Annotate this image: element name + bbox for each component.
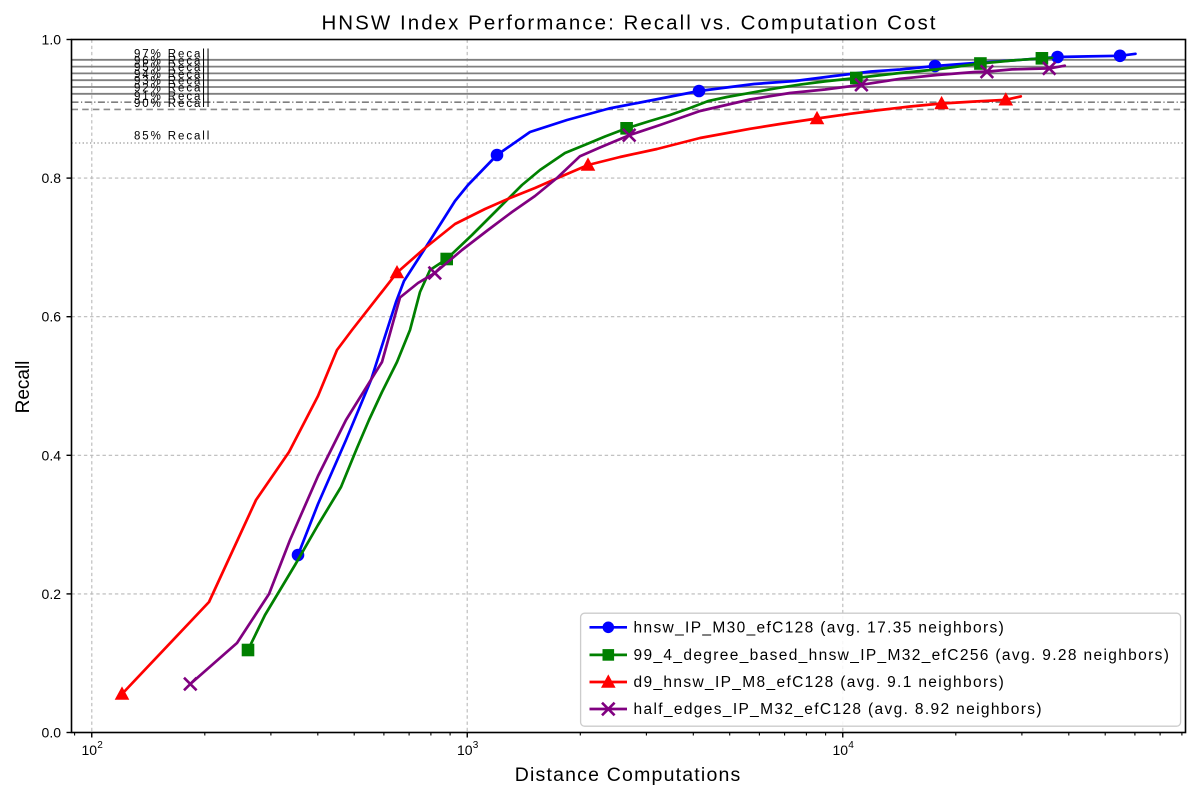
svg-text:2: 2	[97, 740, 103, 751]
svg-text:90% Recall: 90% Recall	[134, 98, 211, 110]
svg-text:Recall: Recall	[13, 361, 34, 414]
svg-text:hnsw_IP_M30_efC128 (avg. 17.35: hnsw_IP_M30_efC128 (avg. 17.35 neighbors…	[634, 620, 1006, 637]
svg-text:91% Recall: 91% Recall	[134, 91, 211, 103]
svg-text:94% Recall: 94% Recall	[134, 69, 211, 81]
svg-text:95% Recall: 95% Recall	[134, 62, 211, 74]
svg-text:0.8: 0.8	[42, 170, 62, 186]
svg-text:97% Recall: 97% Recall	[134, 49, 211, 61]
svg-text:0.0: 0.0	[42, 725, 62, 741]
svg-text:3: 3	[473, 740, 479, 751]
svg-text:half_edges_IP_M32_efC128 (avg.: half_edges_IP_M32_efC128 (avg. 8.92 neig…	[634, 701, 1043, 718]
svg-text:0.4: 0.4	[42, 447, 62, 463]
svg-text:HNSW Index Performance: Recall: HNSW Index Performance: Recall vs. Compu…	[321, 12, 937, 35]
svg-text:d9_hnsw_IP_M8_efC128 (avg. 9.1: d9_hnsw_IP_M8_efC128 (avg. 9.1 neighbors…	[634, 674, 1006, 691]
svg-text:10: 10	[81, 742, 97, 758]
svg-text:1.0: 1.0	[42, 32, 62, 48]
svg-text:96% Recall: 96% Recall	[134, 55, 211, 67]
svg-text:0.2: 0.2	[42, 586, 62, 602]
svg-text:10: 10	[457, 742, 473, 758]
svg-text:99_4_degree_based_hnsw_IP_M32_: 99_4_degree_based_hnsw_IP_M32_efC256 (av…	[634, 647, 1171, 664]
svg-text:4: 4	[848, 740, 854, 751]
svg-text:0.6: 0.6	[42, 309, 62, 325]
svg-text:93% Recall: 93% Recall	[134, 76, 211, 88]
svg-text:92% Recall: 92% Recall	[134, 83, 211, 95]
svg-text:85% Recall: 85% Recall	[134, 131, 211, 143]
svg-text:10: 10	[832, 742, 848, 758]
svg-text:Distance Computations: Distance Computations	[515, 764, 742, 786]
